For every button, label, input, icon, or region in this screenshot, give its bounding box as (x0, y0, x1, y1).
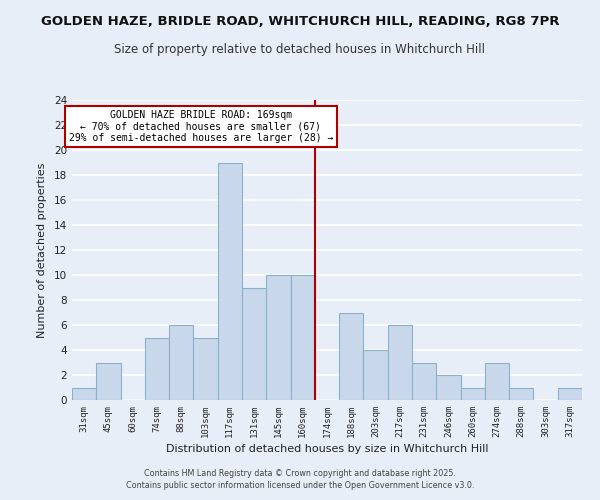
Text: Contains HM Land Registry data © Crown copyright and database right 2025.: Contains HM Land Registry data © Crown c… (144, 468, 456, 477)
Text: Size of property relative to detached houses in Whitchurch Hill: Size of property relative to detached ho… (115, 42, 485, 56)
Bar (193, 338, 218, 400)
Bar (145, 338, 169, 400)
Text: GOLDEN HAZE, BRIDLE ROAD, WHITCHURCH HILL, READING, RG8 7PR: GOLDEN HAZE, BRIDLE ROAD, WHITCHURCH HIL… (41, 15, 559, 28)
Y-axis label: Number of detached properties: Number of detached properties (37, 162, 47, 338)
Bar (412, 362, 436, 400)
Bar (169, 325, 193, 400)
Bar (242, 288, 266, 400)
Bar (388, 325, 412, 400)
Bar (72, 388, 96, 400)
Bar (558, 388, 582, 400)
Bar (461, 388, 485, 400)
Bar (364, 350, 388, 400)
Bar (339, 312, 364, 400)
Bar (509, 388, 533, 400)
Text: GOLDEN HAZE BRIDLE ROAD: 169sqm
← 70% of detached houses are smaller (67)
29% of: GOLDEN HAZE BRIDLE ROAD: 169sqm ← 70% of… (68, 110, 333, 143)
Bar (485, 362, 509, 400)
X-axis label: Distribution of detached houses by size in Whitchurch Hill: Distribution of detached houses by size … (166, 444, 488, 454)
Bar (436, 375, 461, 400)
Text: Contains public sector information licensed under the Open Government Licence v3: Contains public sector information licen… (126, 481, 474, 490)
Bar (266, 275, 290, 400)
Bar (218, 162, 242, 400)
Bar (96, 362, 121, 400)
Bar (290, 275, 315, 400)
